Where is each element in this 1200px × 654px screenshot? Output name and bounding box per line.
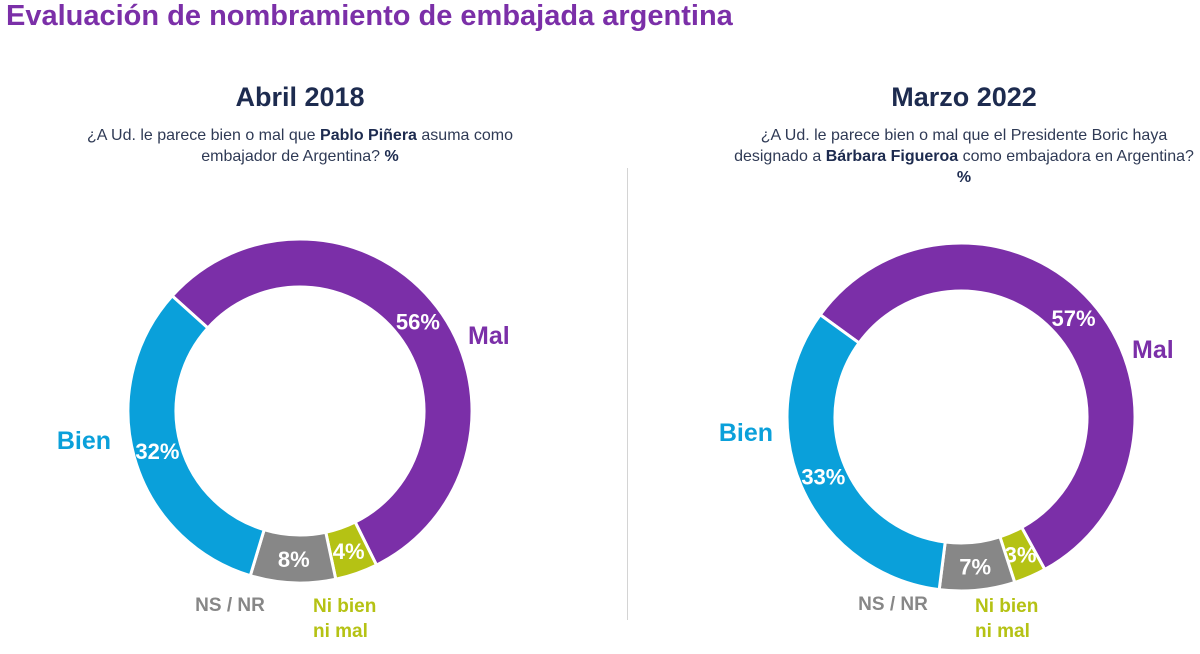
question-2022: ¿A Ud. le parece bien o mal que el Presi… [725, 125, 1200, 188]
category-label-ni_bien_ni_mal-line2: ni mal [975, 621, 1030, 642]
question-2022-unit: % [956, 169, 972, 186]
category-label-ns_nr: NS / NR [858, 594, 928, 615]
category-label-ns_nr: NS / NR [195, 595, 265, 616]
category-label-mal: Mal [468, 322, 510, 350]
slice-mal [170, 237, 474, 568]
value-label-mal: 57% [1051, 306, 1095, 331]
category-label-ni_bien_ni_mal: Ni bien [313, 596, 376, 617]
value-label-bien: 33% [801, 465, 845, 490]
category-label-mal: Mal [1132, 336, 1174, 364]
value-label-bien: 32% [135, 439, 179, 464]
slice-mal [818, 241, 1137, 572]
question-2018-name: Pablo Piñera [320, 127, 417, 144]
category-label-ni_bien_ni_mal: Ni bien [975, 596, 1038, 617]
panel-divider [627, 168, 628, 620]
value-label-ns_nr: 8% [278, 547, 310, 572]
question-2022-post: como embajadora en Argentina? [958, 148, 1194, 165]
question-2022-name: Bárbara Figueroa [825, 148, 959, 165]
category-label-bien: Bien [57, 427, 111, 455]
chart-title-2022: Marzo 2022 [891, 82, 1037, 112]
value-label-mal: 56% [396, 310, 440, 335]
value-label-ns_nr: 7% [959, 554, 991, 579]
slice-bien [126, 293, 267, 578]
question-2018-post: asuma como embajador de Argentina? [201, 127, 513, 165]
question-2018-unit: % [384, 148, 399, 165]
slice-bien [785, 312, 947, 592]
question-2018: ¿A Ud. le parece bien o mal que Pablo Pi… [50, 125, 550, 167]
page-title: Evaluación de nombramiento de embajada a… [6, 0, 733, 32]
chart-title-2018: Abril 2018 [235, 82, 365, 112]
value-label-ni_bien_ni_mal: 4% [333, 539, 365, 564]
question-2018-pre: ¿A Ud. le parece bien o mal que [87, 127, 321, 144]
category-label-ni_bien_ni_mal-line2: ni mal [313, 621, 368, 642]
question-2022-pre: ¿A Ud. le parece bien o mal que el Presi… [734, 127, 1168, 165]
category-label-bien: Bien [719, 419, 773, 447]
